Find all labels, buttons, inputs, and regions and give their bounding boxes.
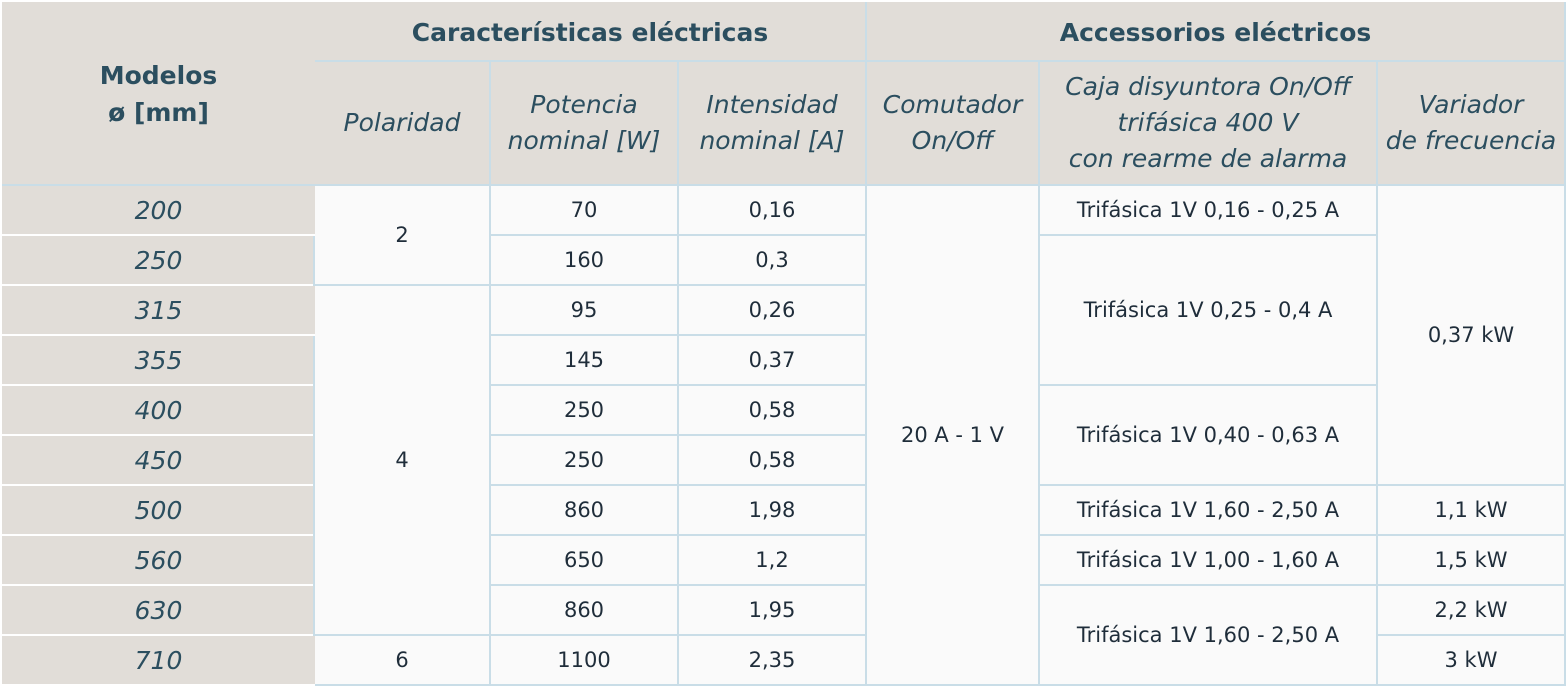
model-cell: 355 [2, 334, 315, 386]
polaridad-cell: 4 [313, 284, 491, 636]
intensidad-cell: 0,58 [677, 384, 867, 436]
table-row: 630 860 1,95 Trifásica 1V 1,60 - 2,50 A … [2, 584, 1566, 686]
model-cell: 400 [2, 384, 315, 436]
potencia-cell: 860 [489, 484, 679, 536]
intensidad-cell: 0,37 [677, 334, 867, 386]
polaridad-cell: 2 [313, 184, 491, 286]
col-potencia-label-2: nominal [W] [507, 126, 661, 155]
modelos-header-line2: ø [mm] [108, 98, 209, 127]
potencia-cell: 650 [489, 534, 679, 586]
modelos-header: Modelos ø [mm] [2, 2, 315, 186]
variador-cell: 1,1 kW [1376, 484, 1566, 536]
intensidad-cell: 1,95 [677, 584, 867, 636]
variador-cell: 3 kW [1376, 634, 1566, 686]
intensidad-cell: 1,2 [677, 534, 867, 586]
col-polaridad-header: Polaridad [313, 60, 491, 186]
table-row: 560 650 1,2 Trifásica 1V 1,00 - 1,60 A 1… [2, 534, 1566, 586]
modelos-header-line1: Modelos [99, 61, 218, 90]
model-cell: 560 [2, 534, 315, 586]
col-caja-header: Caja disyuntora On/Off trifásica 400 V c… [1038, 60, 1378, 186]
intensidad-cell: 0,16 [677, 184, 867, 236]
potencia-cell: 160 [489, 234, 679, 286]
col-variador-label-2: de frecuencia [1385, 126, 1557, 155]
col-variador-label-1: Variador [1418, 90, 1524, 119]
col-polaridad-label: Polaridad [343, 108, 461, 137]
caja-cell: Trifásica 1V 1,00 - 1,60 A [1038, 534, 1378, 586]
caja-cell: Trifásica 1V 0,40 - 0,63 A [1038, 384, 1378, 486]
col-caja-label-3: con rearme de alarma [1068, 144, 1348, 173]
col-caja-label-2: trifásica 400 V [1117, 108, 1299, 137]
caja-cell: Trifásica 1V 0,25 - 0,4 A [1038, 234, 1378, 386]
potencia-cell: 250 [489, 384, 679, 436]
col-intensidad-label-2: nominal [A] [699, 126, 845, 155]
potencia-cell: 1100 [489, 634, 679, 686]
caja-cell: Trifásica 1V 1,60 - 2,50 A [1038, 484, 1378, 536]
model-cell: 250 [2, 234, 315, 286]
model-cell: 500 [2, 484, 315, 536]
col-comutador-header: Comutador On/Off [865, 60, 1040, 186]
group-accessories-header: Accessorios eléctricos [865, 2, 1566, 62]
caja-cell: Trifásica 1V 0,16 - 0,25 A [1038, 184, 1378, 236]
table-row: 500 860 1,98 Trifásica 1V 1,60 - 2,50 A … [2, 484, 1566, 536]
col-potencia-label-1: Potencia [530, 90, 638, 119]
potencia-cell: 95 [489, 284, 679, 336]
model-cell: 450 [2, 434, 315, 486]
col-intensidad-header: Intensidad nominal [A] [677, 60, 867, 186]
group-electrical-header: Características eléctricas [313, 2, 867, 62]
intensidad-cell: 0,58 [677, 434, 867, 486]
intensidad-cell: 0,3 [677, 234, 867, 286]
caja-cell: Trifásica 1V 1,60 - 2,50 A [1038, 584, 1378, 686]
table-row: 710 6 1100 2,35 3 kW [2, 634, 1566, 686]
table-row: 400 250 0,58 Trifásica 1V 0,40 - 0,63 A [2, 384, 1565, 486]
col-potencia-header: Potencia nominal [W] [489, 60, 679, 186]
polaridad-cell: 6 [313, 634, 491, 686]
potencia-cell: 145 [489, 334, 679, 386]
table-row: 200 2 70 0,16 20 A - 1 V Trifásica 1V 0,… [2, 184, 1566, 686]
intensidad-cell: 1,98 [677, 484, 867, 536]
intensidad-cell: 0,26 [677, 284, 867, 336]
model-cell: 200 [2, 184, 315, 236]
variador-cell: 0,37 kW [1376, 184, 1566, 486]
variador-cell: 2,2 kW [1376, 584, 1566, 636]
group-header-row: Modelos ø [mm] Características eléctrica… [2, 2, 1566, 186]
column-header-row: Polaridad Potencia nominal [W] Intensida… [3, 60, 1566, 186]
table-row: 450 250 0,58 [2, 434, 1565, 486]
col-comutador-label-1: Comutador [882, 90, 1023, 119]
potencia-cell: 250 [489, 434, 679, 486]
potencia-cell: 860 [489, 584, 679, 636]
potencia-cell: 70 [489, 184, 679, 236]
col-variador-header: Variador de frecuencia [1376, 60, 1566, 186]
intensidad-cell: 2,35 [677, 634, 867, 686]
variador-cell: 1,5 kW [1376, 534, 1566, 586]
model-cell: 315 [2, 284, 315, 336]
table-row: 315 4 95 0,26 [2, 284, 1565, 636]
comutador-cell: 20 A - 1 V [865, 184, 1040, 686]
table-row: 355 145 0,37 [2, 334, 1565, 386]
model-cell: 630 [2, 584, 315, 636]
col-caja-label-1: Caja disyuntora On/Off [1065, 72, 1351, 101]
table-row: 250 160 0,3 Trifásica 1V 0,25 - 0,4 A [2, 234, 1565, 386]
col-comutador-label-2: On/Off [911, 126, 994, 155]
col-intensidad-label-1: Intensidad [706, 90, 838, 119]
model-cell: 710 [2, 634, 315, 686]
